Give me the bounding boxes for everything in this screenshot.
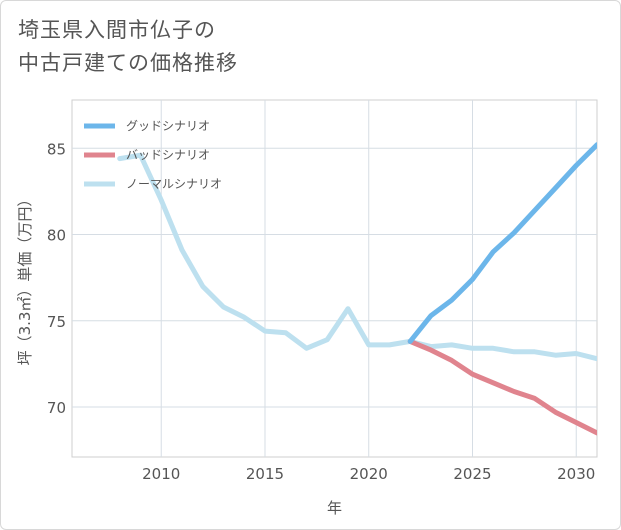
y-tick-label: 70 bbox=[47, 399, 66, 417]
legend-label-2: ノーマルシナリオ bbox=[126, 177, 222, 191]
x-tick-label: 2010 bbox=[142, 465, 180, 483]
x-tick-label: 2025 bbox=[453, 465, 491, 483]
y-axis-label: 坪（3.3㎡）単価（万円） bbox=[16, 192, 34, 366]
x-axis-label: 年 bbox=[327, 499, 342, 517]
x-tick-label: 2015 bbox=[246, 465, 284, 483]
series-lines bbox=[117, 142, 597, 436]
series-line-1 bbox=[407, 338, 597, 436]
plot-area bbox=[71, 99, 598, 458]
legend-label-0: グッドシナリオ bbox=[126, 119, 210, 133]
y-tick-label: 75 bbox=[47, 313, 66, 331]
x-tick-label: 2030 bbox=[557, 465, 595, 483]
grid-lines bbox=[71, 99, 598, 458]
x-tick-label: 2020 bbox=[350, 465, 388, 483]
title-line-2: 中古戸建ての価格推移 bbox=[18, 51, 238, 75]
series-line-0 bbox=[407, 142, 597, 344]
legend-label-1: バッドシナリオ bbox=[126, 148, 210, 162]
title-line-1: 埼玉県入間市仏子の bbox=[18, 18, 216, 42]
page-title: 埼玉県入間市仏子の 中古戸建ての価格推移 bbox=[18, 14, 238, 80]
y-tick-label: 85 bbox=[47, 140, 66, 158]
y-tick-label: 80 bbox=[47, 227, 66, 245]
axes: 2010 2015 2020 2025 2030 70 75 80 85 年 坪（3.3㎡）単価（万… bbox=[16, 140, 595, 517]
series-line-2 bbox=[117, 152, 597, 362]
